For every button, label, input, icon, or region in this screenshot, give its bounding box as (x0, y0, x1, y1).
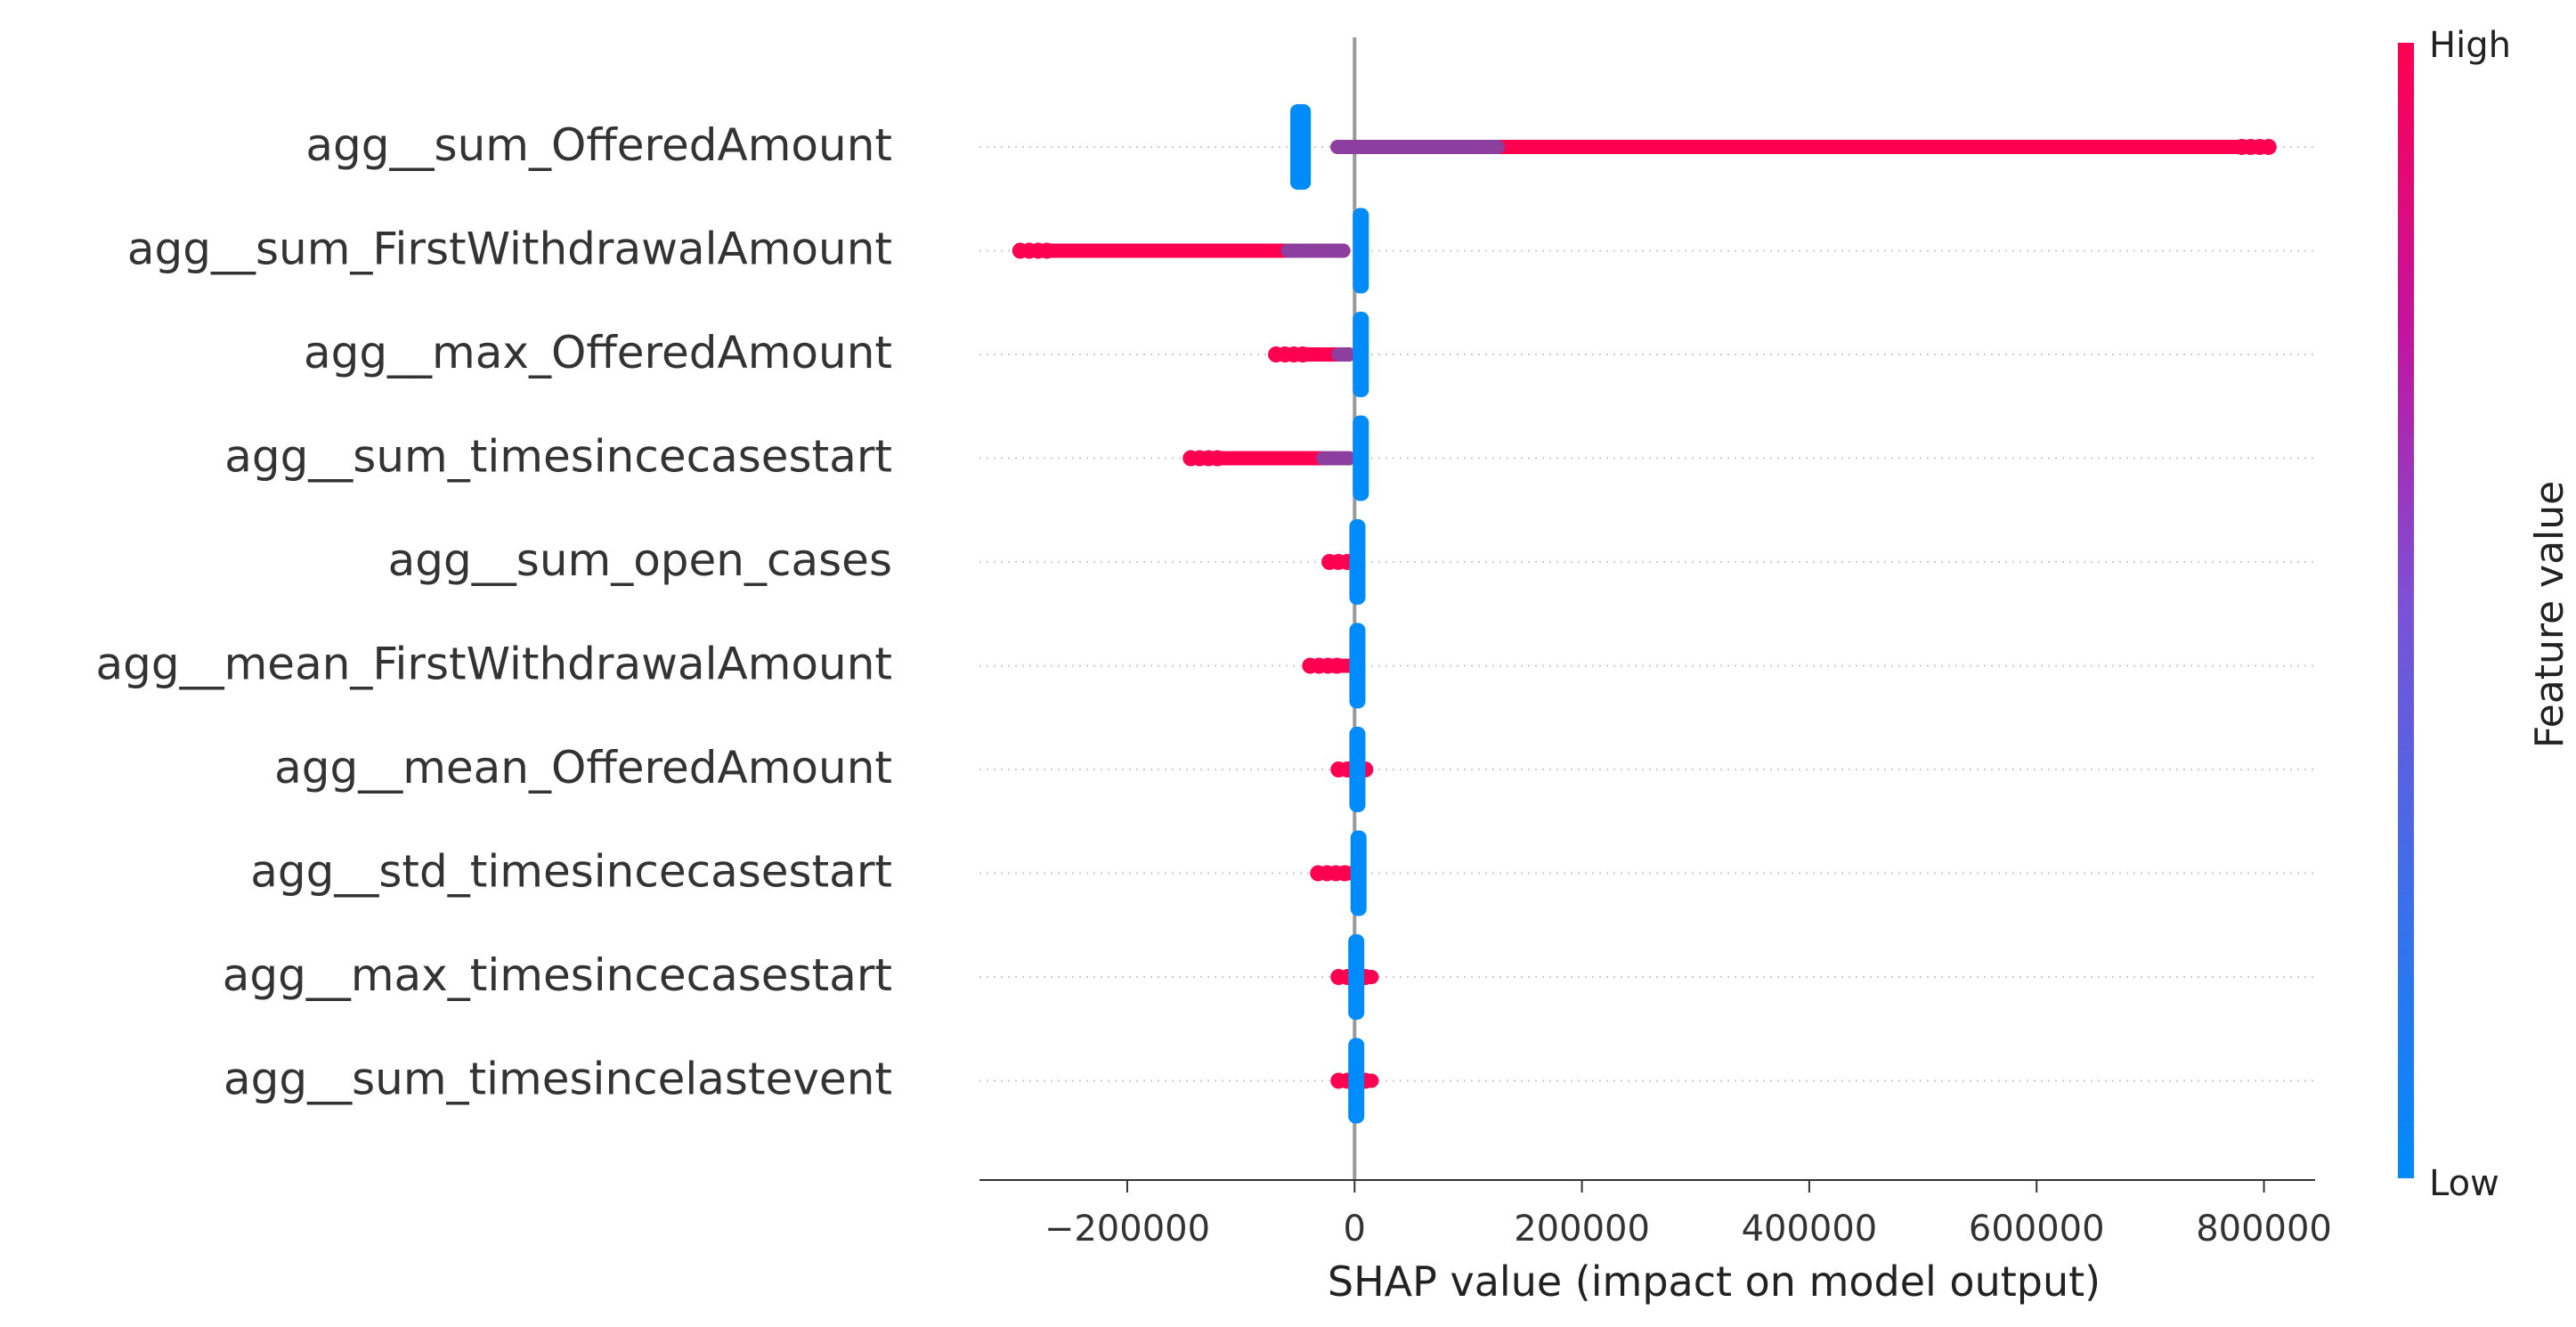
shap-low-points (1350, 830, 1367, 916)
shap-point (1330, 969, 1347, 985)
shap-point (1330, 1072, 1347, 1089)
x-tick-label: 0 (1344, 1209, 1366, 1250)
x-tick-label: 800000 (2196, 1209, 2332, 1250)
feature-label: agg__sum_timesincecasestart (224, 431, 892, 483)
shap-point (1012, 242, 1028, 259)
shap-low-points (1353, 415, 1369, 501)
feature-label: agg__mean_FirstWithdrawalAmount (95, 639, 892, 690)
feature-label: agg__std_timesincecasestart (250, 846, 892, 898)
shap-point (2260, 139, 2277, 155)
feature-label: agg__max_timesincecasestart (223, 949, 892, 1001)
feature-label: agg__max_OfferedAmount (304, 327, 892, 379)
feature-label: agg__sum_open_cases (388, 534, 892, 586)
shap-low-points (1290, 104, 1312, 190)
x-axis-ticks: −200000 0 200000 400000 600000 800000 (1044, 1180, 2332, 1250)
colorbar-high-label: High (2429, 25, 2511, 66)
shap-low-points (1349, 519, 1366, 605)
feature-label: agg__sum_FirstWithdrawalAmount (127, 224, 892, 275)
feature-label: agg__sum_OfferedAmount (305, 119, 892, 171)
shap-low-points (1349, 623, 1366, 709)
shap-point (1182, 450, 1199, 467)
shap-low-points (1348, 1038, 1365, 1124)
colorbar-title: Feature value (2527, 481, 2572, 748)
feature-label: agg__sum_timesincelastevent (223, 1054, 892, 1105)
feature-labels: agg__sum_OfferedAmount agg__sum_FirstWith… (95, 119, 892, 1105)
x-tick-label: 400000 (1742, 1209, 1878, 1250)
shap-point (1302, 657, 1319, 674)
x-axis-label: SHAP value (impact on model output) (1328, 1258, 2101, 1306)
colorbar-low-label: Low (2429, 1163, 2499, 1204)
shap-point (1321, 554, 1338, 570)
shap-low-points (1353, 208, 1369, 294)
x-tick-label: 200000 (1514, 1209, 1650, 1250)
x-tick-label: −200000 (1044, 1209, 1210, 1250)
shap-low-points (1349, 727, 1366, 812)
feature-gridlines (979, 146, 2315, 1082)
shap-point (1310, 865, 1327, 882)
shap-point (1330, 761, 1347, 777)
colorbar (2398, 43, 2414, 1178)
x-tick-label: 600000 (1969, 1209, 2105, 1250)
shap-low-points (1353, 312, 1369, 397)
shap-point (1268, 346, 1285, 362)
shap-points (1012, 104, 2277, 1124)
feature-label: agg__mean_OfferedAmount (274, 742, 892, 794)
shap-low-points (1348, 934, 1365, 1020)
